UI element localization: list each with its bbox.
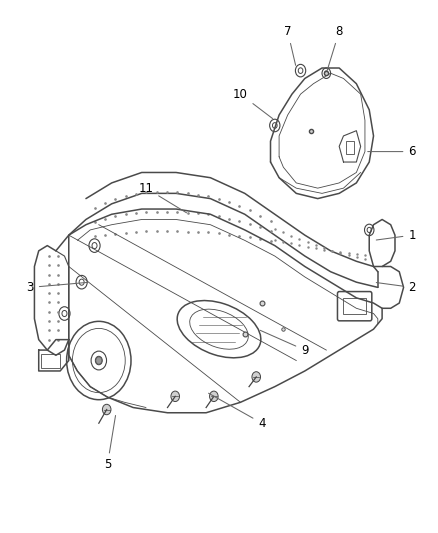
Circle shape xyxy=(252,372,261,382)
Text: 1: 1 xyxy=(376,229,416,241)
Text: 7: 7 xyxy=(284,25,296,66)
Text: 8: 8 xyxy=(327,25,343,70)
Text: 4: 4 xyxy=(208,393,266,430)
Text: 2: 2 xyxy=(376,281,416,294)
Circle shape xyxy=(96,357,102,364)
Circle shape xyxy=(102,405,111,415)
Text: 9: 9 xyxy=(260,330,309,357)
Text: 3: 3 xyxy=(26,281,88,294)
Text: 11: 11 xyxy=(138,182,187,213)
Text: 5: 5 xyxy=(104,416,116,472)
Circle shape xyxy=(209,391,218,401)
Text: 6: 6 xyxy=(368,145,416,158)
Circle shape xyxy=(171,391,180,401)
Text: 10: 10 xyxy=(233,87,272,118)
